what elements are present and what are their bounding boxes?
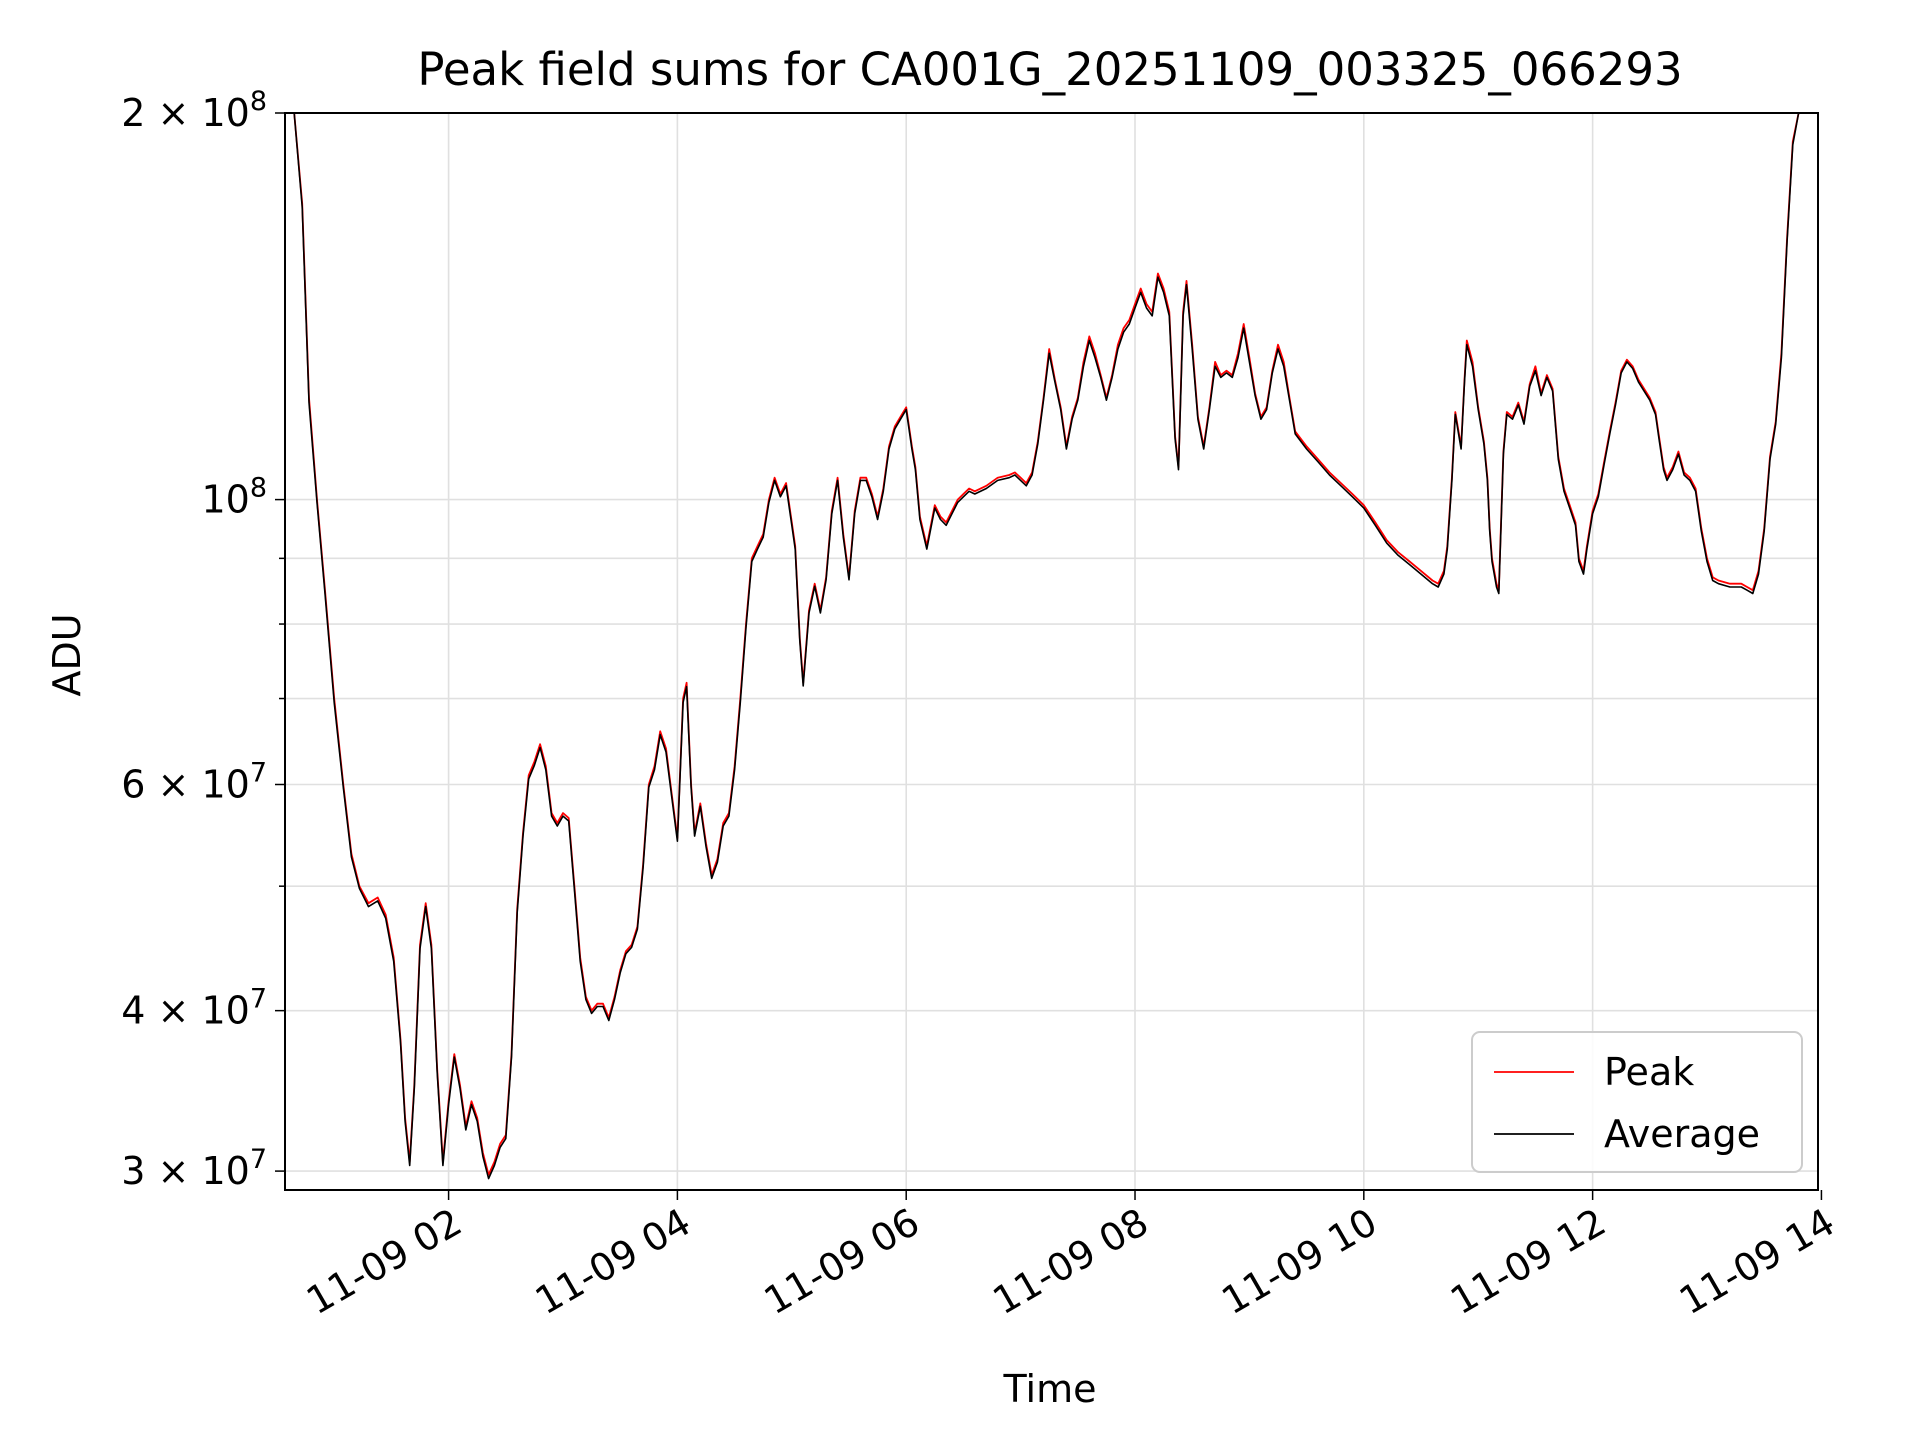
legend-label-peak: Peak: [1604, 1050, 1694, 1094]
series-layer: [285, 112, 1818, 1180]
chart-title: Peak field sums for CA001G_20251109_0033…: [417, 43, 1682, 96]
y-tick-label: 108: [201, 473, 267, 522]
legend: Peak Average: [1471, 1031, 1803, 1173]
y-tick-label: 2 × 108: [121, 86, 267, 135]
legend-label-average: Average: [1604, 1112, 1760, 1156]
y-tick-label: 6 × 107: [121, 757, 267, 806]
series-line-average: [285, 112, 1818, 1180]
plot-frame: [284, 112, 1819, 1191]
y-tick-label: 3 × 107: [121, 1144, 267, 1193]
y-axis-title: ADU: [45, 613, 89, 696]
x-axis-title: Time: [1003, 1367, 1097, 1411]
y-tick-label: 4 × 107: [121, 984, 267, 1033]
legend-box: [1471, 1031, 1803, 1173]
